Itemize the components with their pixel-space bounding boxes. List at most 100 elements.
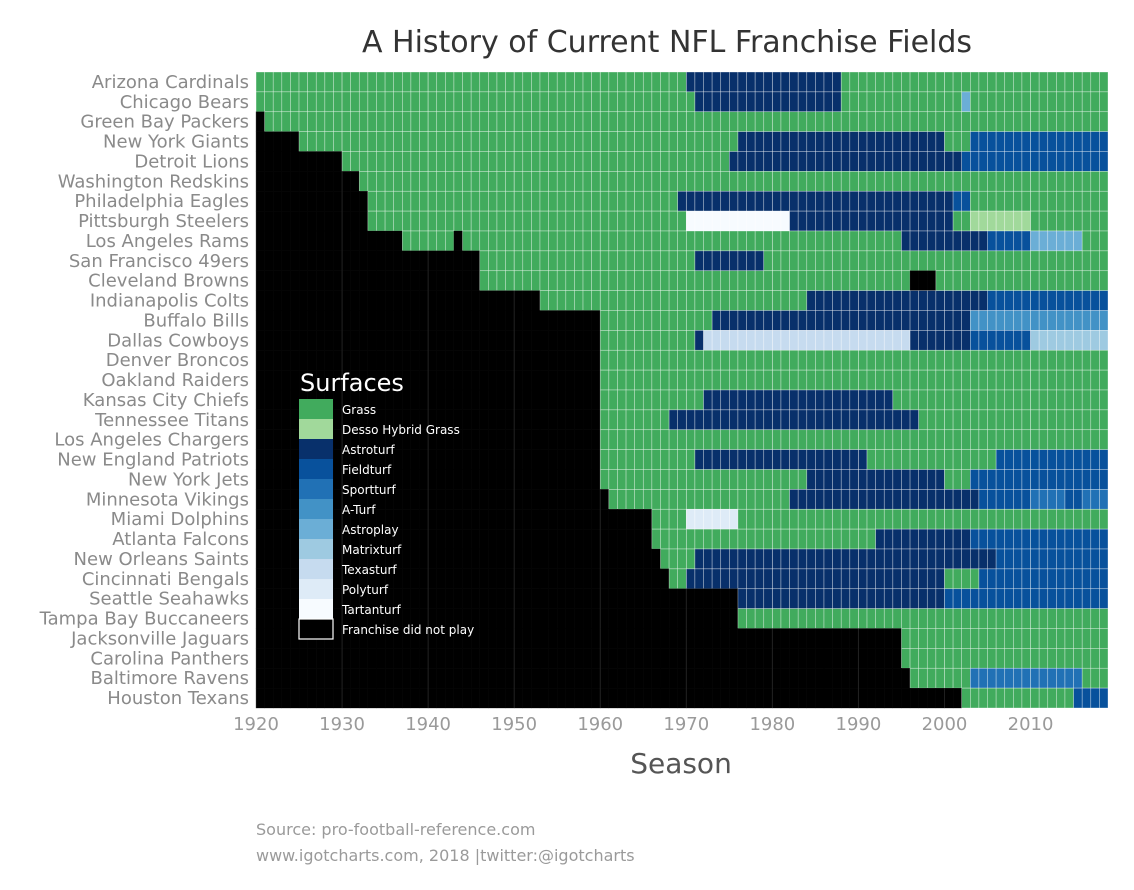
cell-new-york-giants-1950 (513, 131, 524, 152)
cell-green-bay-packers-1956 (565, 111, 575, 132)
cell-los-angeles-rams-1949 (505, 230, 515, 252)
cell-detroit-lions-1957 (574, 151, 584, 172)
cell-oakland-raiders-1985 (815, 369, 825, 391)
cell-los-angeles-rams-1941 (436, 230, 446, 252)
cell-buffalo-bills-1937 (402, 310, 412, 331)
cell-cleveland-browns-1958 (582, 270, 592, 291)
cell-jacksonville-jaguars-1975 (729, 628, 739, 649)
cell-new-york-giants-1940 (427, 131, 438, 152)
cell-atlanta-falcons-1963 (625, 528, 635, 550)
cell-chicago-bears-1957 (574, 91, 584, 113)
cell-jacksonville-jaguars-2010 (1030, 628, 1040, 649)
cell-green-bay-packers-2006 (995, 111, 1006, 132)
cell-new-orleans-saints-1922 (273, 548, 282, 570)
cell-tampa-bay-buccaneers-1959 (591, 608, 601, 629)
cell-denver-broncos-1974 (720, 349, 730, 371)
cell-arizona-cardinals-1971 (694, 71, 704, 93)
cell-carolina-panthers-1965 (643, 648, 653, 669)
cell-carolina-panthers-1968 (668, 648, 678, 669)
cell-kansas-city-chiefs-2004 (978, 389, 988, 411)
cell-buffalo-bills-1967 (660, 310, 670, 331)
cell-oakland-raiders-1953 (539, 369, 549, 391)
cell-miami-dolphins-2004 (978, 508, 988, 530)
cell-tennessee-titans-2017 (1090, 409, 1100, 431)
cell-new-york-jets-1963 (625, 469, 635, 490)
cell-tennessee-titans-1956 (565, 409, 575, 430)
cell-washington-redskins-2014 (1064, 171, 1074, 192)
cell-indianapolis-colts-1939 (419, 290, 429, 311)
cell-minnesota-vikings-1959 (591, 489, 601, 510)
cell-tampa-bay-buccaneers-1999 (935, 608, 945, 629)
cell-los-angeles-rams-1940 (427, 230, 438, 252)
cell-washington-redskins-1945 (470, 171, 481, 192)
cell-los-angeles-chargers-1964 (634, 429, 644, 450)
cell-pittsburgh-steelers-1978 (754, 210, 765, 232)
cell-dallas-cowboys-1920 (255, 330, 265, 351)
cell-washington-redskins-1972 (703, 171, 713, 192)
cell-detroit-lions-1980 (772, 151, 782, 172)
cell-pittsburgh-steelers-1928 (324, 210, 334, 232)
cell-carolina-panthers-1982 (789, 648, 799, 669)
cell-dallas-cowboys-1939 (419, 330, 429, 351)
cell-kansas-city-chiefs-1946 (479, 389, 489, 411)
cell-los-angeles-chargers-1966 (651, 429, 661, 450)
cell-atlanta-falcons-1953 (539, 528, 549, 550)
cell-new-orleans-saints-2003 (970, 548, 980, 570)
cell-los-angeles-chargers-1957 (574, 429, 584, 450)
cell-new-orleans-saints-1971 (694, 548, 704, 570)
cell-new-york-jets-1998 (926, 469, 937, 490)
cell-new-york-giants-1990 (858, 131, 868, 152)
cell-new-england-patriots-1978 (754, 449, 765, 470)
cell-kansas-city-chiefs-1939 (419, 389, 429, 411)
cell-jacksonville-jaguars-1989 (849, 628, 859, 649)
cell-new-england-patriots-1996 (909, 449, 919, 470)
cell-los-angeles-chargers-1962 (617, 429, 627, 450)
cell-new-england-patriots-2013 (1056, 449, 1066, 470)
cell-seattle-seahawks-2007 (1004, 588, 1014, 609)
cell-green-bay-packers-2017 (1090, 111, 1100, 132)
cell-san-francisco-49ers-1971 (694, 250, 704, 272)
cell-new-england-patriots-1980 (772, 449, 782, 470)
cell-pittsburgh-steelers-1994 (892, 210, 902, 232)
cell-green-bay-packers-1923 (281, 111, 291, 132)
cell-atlanta-falcons-1922 (273, 528, 282, 550)
cell-tennessee-titans-2003 (970, 409, 980, 431)
cell-new-orleans-saints-1985 (815, 548, 825, 570)
team-label-arizona-cardinals: Arizona Cardinals (92, 72, 249, 93)
cell-arizona-cardinals-1964 (634, 71, 644, 93)
cell-new-england-patriots-2003 (970, 449, 980, 470)
cell-indianapolis-colts-2013 (1056, 290, 1066, 311)
cell-cleveland-browns-1952 (531, 270, 541, 291)
decade-gridlines (255, 72, 1032, 708)
cell-miami-dolphins-2006 (995, 508, 1006, 530)
team-row-washington-redskins (255, 171, 1109, 192)
cell-chicago-bears-1961 (608, 91, 618, 113)
legend-label-matrixturf: Matrixturf (342, 543, 402, 557)
cell-philadelphia-eagles-1941 (436, 190, 446, 212)
team-label-washington-redskins: Washington Redskins (58, 171, 249, 192)
cell-philadelphia-eagles-1973 (711, 190, 722, 212)
cell-chicago-bears-2005 (987, 91, 997, 113)
team-label-miami-dolphins: Miami Dolphins (111, 509, 249, 530)
team-row-miami-dolphins (255, 508, 1109, 530)
cell-tennessee-titans-1971 (694, 409, 704, 431)
cell-oakland-raiders-1995 (901, 369, 911, 391)
cell-denver-broncos-2015 (1073, 349, 1083, 371)
cell-carolina-panthers-2000 (944, 648, 954, 669)
cell-atlanta-falcons-1984 (806, 528, 816, 550)
cell-cincinnati-bengals-1969 (677, 568, 687, 590)
cell-jacksonville-jaguars-1972 (703, 628, 713, 649)
cell-new-england-patriots-2006 (995, 449, 1006, 470)
cell-new-york-giants-1956 (565, 131, 575, 152)
cell-indianapolis-colts-1946 (479, 290, 489, 311)
cell-green-bay-packers-1992 (875, 111, 885, 132)
cell-cleveland-browns-1953 (539, 270, 549, 291)
cell-miami-dolphins-1953 (539, 509, 549, 530)
cell-dallas-cowboys-1961 (608, 330, 618, 351)
cell-green-bay-packers-2003 (970, 111, 980, 132)
cell-washington-redskins-2010 (1030, 171, 1040, 192)
cell-tampa-bay-buccaneers-2017 (1090, 608, 1100, 629)
team-label-new-york-giants: New York Giants (103, 132, 249, 153)
cell-detroit-lions-1938 (410, 151, 420, 172)
cell-new-york-giants-1958 (582, 131, 592, 152)
